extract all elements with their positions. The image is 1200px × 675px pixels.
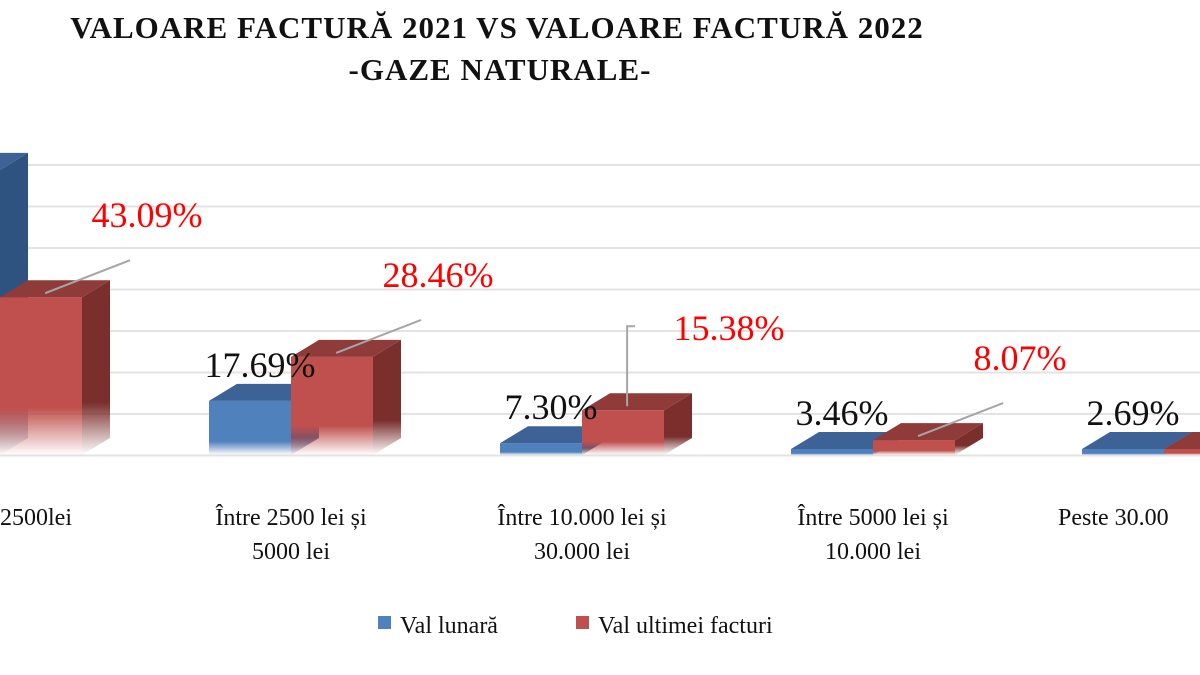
leader-line: [335, 318, 422, 354]
bar-val-ultimei-facturi: [873, 423, 983, 455]
category-label: 5000 lei: [252, 539, 330, 565]
category-label: 30.000 lei: [534, 539, 630, 565]
data-label: 43.09%: [92, 195, 203, 235]
bar-side: [373, 339, 401, 455]
category-label: Între 10.000 lei și: [497, 505, 667, 531]
chart-title-line2: -GAZE NATURALE-: [349, 52, 652, 87]
category-label: Peste 30.00: [1058, 505, 1169, 531]
bar-front: [791, 449, 873, 455]
legend-swatch: [576, 616, 589, 629]
bar-val-ultimei-facturi: [1164, 432, 1200, 455]
data-label: 28.46%: [383, 255, 494, 295]
bar-front: [209, 400, 291, 455]
data-label: 8.07%: [974, 338, 1067, 378]
bar-val-ultimei-facturi: [582, 393, 692, 455]
legend-label: Val ultimei facturi: [598, 613, 773, 639]
bar-top: [0, 152, 28, 170]
category-label: 10.000 lei: [825, 539, 921, 565]
bar-side: [664, 393, 692, 455]
bar-top: [582, 393, 692, 411]
data-label: 17.69%: [205, 345, 316, 385]
bar-side: [955, 423, 983, 455]
bar-front: [1082, 449, 1164, 455]
legend: Val lunară Val ultimei facturi: [378, 613, 773, 639]
bar-front: [500, 443, 582, 455]
category-label: Între 2500 lei și: [215, 505, 367, 531]
bar-front: [291, 356, 373, 455]
data-label: 3.46%: [796, 393, 889, 433]
bar-side: [82, 280, 110, 455]
leader-line: [44, 259, 131, 295]
data-label: 2.69%: [1087, 393, 1180, 433]
leader-line: [917, 402, 1004, 438]
leader-line: [626, 325, 636, 407]
bar-top: [1082, 432, 1192, 449]
chart-title-line1: VALOARE FACTURĂ 2021 VS VALOARE FACTURĂ …: [70, 10, 924, 45]
data-label: 7.30%: [505, 387, 598, 427]
bar-front: [0, 297, 82, 455]
bar-front: [1164, 449, 1200, 455]
bar-front: [582, 410, 664, 455]
data-label: 15.38%: [674, 308, 785, 348]
category-label: 2500lei: [0, 505, 72, 531]
legend-swatch: [378, 616, 391, 629]
legend-label: Val lunară: [400, 613, 498, 639]
category-label: Între 5000 lei și: [797, 505, 949, 531]
bar-val-ultimei-facturi: [0, 280, 110, 455]
bar-front: [873, 440, 955, 455]
bar-val-ultimei-facturi: [291, 339, 401, 455]
bar-top: [1164, 432, 1200, 449]
